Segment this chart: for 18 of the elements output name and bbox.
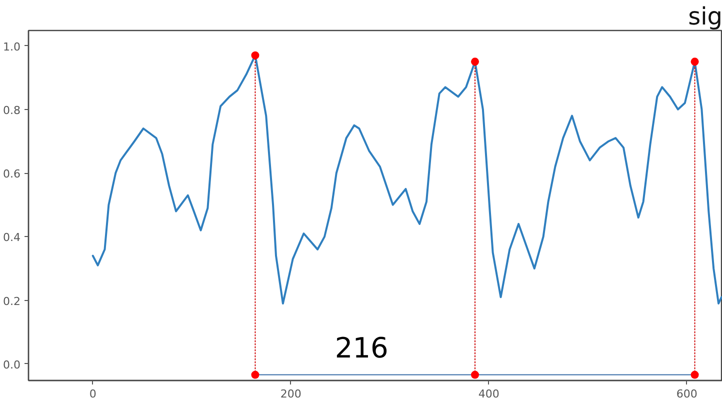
point <box>690 58 699 66</box>
y-tick-label: 0.8 <box>3 104 21 117</box>
x-tick-label: 0 <box>89 388 96 400</box>
annotation: 216 <box>334 331 388 364</box>
y-tick-label: 0.6 <box>3 168 21 181</box>
point <box>470 58 479 66</box>
y-tick-label: 1.0 <box>3 40 21 54</box>
point <box>251 51 260 60</box>
chart-title: sig <box>688 2 722 30</box>
y-tick-label: 0.4 <box>3 231 21 244</box>
x-tick-label: 400 <box>478 388 500 400</box>
point <box>470 370 479 379</box>
x-tick-label: 600 <box>676 388 698 400</box>
point <box>251 370 260 379</box>
point <box>690 370 699 379</box>
y-tick-label: 0.2 <box>3 294 21 308</box>
y-tick-label: 0.0 <box>3 358 21 372</box>
x-tick-label: 200 <box>280 388 302 400</box>
